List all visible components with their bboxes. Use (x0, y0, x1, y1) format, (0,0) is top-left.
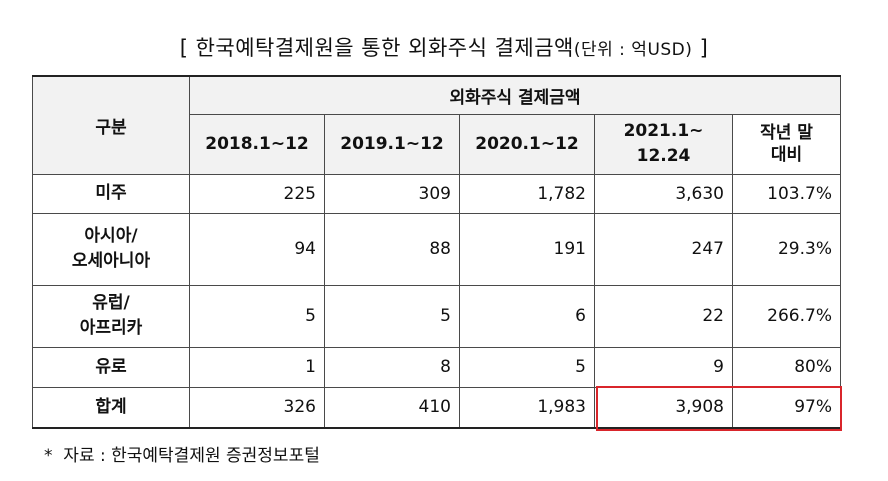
title-main: [ 한국예탁결제원을 통한 외화주식 결제금액 (179, 36, 574, 60)
table-cell: 266.7% (732, 284, 841, 348)
table-cell: 103.7% (732, 173, 841, 214)
table-cell: 9 (594, 346, 733, 388)
row-label: 유로 (32, 346, 190, 388)
col-header-2021: 2021.1~ 12.24 (594, 113, 733, 175)
table-cell: 3,630 (594, 173, 733, 214)
table-row: 유럽/ 아프리카 5 5 6 22 266.7% (32, 284, 841, 348)
table-row: 합계 326 410 1,983 3,908 97% (32, 386, 841, 429)
table-cell: 94 (189, 212, 325, 286)
table-cell: 247 (594, 212, 733, 286)
table-cell: 191 (459, 212, 595, 286)
col-header-2018: 2018.1~12 (189, 113, 325, 175)
table-cell: 326 (189, 386, 325, 429)
table-cell: 29.3% (732, 212, 841, 286)
row-header: 구분 (32, 75, 190, 175)
table-title: [ 한국예탁결제원을 통한 외화주식 결제금액(단위 : 억USD) ] (0, 32, 888, 62)
table-cell: 97% (732, 386, 841, 429)
title-unit: (단위 : 억USD) (573, 40, 693, 60)
table-cell: 80% (732, 346, 841, 388)
table-cell: 225 (189, 173, 325, 214)
table-cell: 5 (189, 284, 325, 348)
table-cell: 22 (594, 284, 733, 348)
table-cell: 8 (324, 346, 460, 388)
row-label: 합계 (32, 386, 190, 429)
title-close: ] (692, 36, 709, 60)
table-cell: 309 (324, 173, 460, 214)
table-cell: 88 (324, 212, 460, 286)
col-header-change: 작년 말 대비 (732, 113, 841, 175)
source-note: * 자료 : 한국예탁결제원 증권정보포털 (44, 446, 320, 466)
col-header-2020: 2020.1~12 (459, 113, 595, 175)
settlement-table: 구분 외화주식 결제금액 2018.1~12 2019.1~12 2020.1~… (32, 75, 841, 429)
table-cell: 410 (324, 386, 460, 429)
group-header: 외화주식 결제금액 (189, 75, 841, 115)
table-cell: 1,983 (459, 386, 595, 429)
table-row: 아시아/ 오세아니아 94 88 191 247 29.3% (32, 212, 841, 286)
table-cell: 3,908 (594, 386, 733, 429)
table-cell: 5 (324, 284, 460, 348)
table-cell: 5 (459, 346, 595, 388)
col-header-2019: 2019.1~12 (324, 113, 460, 175)
table-row: 미주 225 309 1,782 3,630 103.7% (32, 173, 841, 214)
row-label: 아시아/ 오세아니아 (32, 212, 190, 286)
table-cell: 6 (459, 284, 595, 348)
row-label: 유럽/ 아프리카 (32, 284, 190, 348)
table-cell: 1,782 (459, 173, 595, 214)
table-cell: 1 (189, 346, 325, 388)
table-row: 유로 1 8 5 9 80% (32, 346, 841, 388)
row-label: 미주 (32, 173, 190, 214)
